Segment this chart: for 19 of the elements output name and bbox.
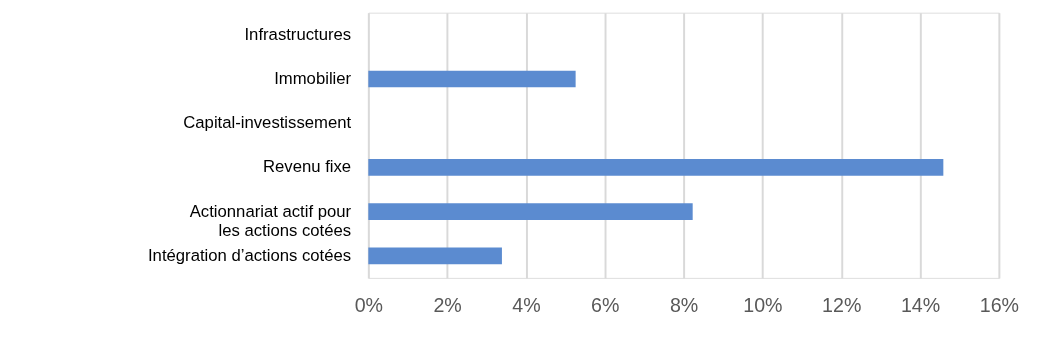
bar: [368, 159, 944, 176]
x-tick-label: 2%: [433, 293, 462, 316]
x-tick-label: 8%: [669, 293, 699, 316]
y-tick-label: Revenu fixe: [263, 157, 352, 177]
y-tick-label: Infrastructures: [244, 24, 352, 44]
x-tick-label: 4%: [512, 293, 541, 316]
bar: [368, 203, 693, 220]
x-tick-label: 12%: [822, 293, 862, 316]
x-tick-label: 6%: [591, 293, 620, 316]
bar: [368, 247, 502, 265]
x-tick-label: 0%: [354, 293, 384, 316]
y-tick-label: Actionnariat actif pour les actions cotées: [189, 201, 352, 241]
bar: [368, 70, 576, 88]
x-tick-label: 16%: [979, 293, 1020, 316]
x-tick-label: 14%: [900, 293, 941, 316]
x-tick-label: 10%: [743, 293, 783, 316]
y-tick-label: Capital-investissement: [183, 113, 352, 133]
y-tick-label: Immobilier: [274, 68, 352, 88]
y-tick-label: Intégration d’actions cotées: [147, 245, 352, 265]
